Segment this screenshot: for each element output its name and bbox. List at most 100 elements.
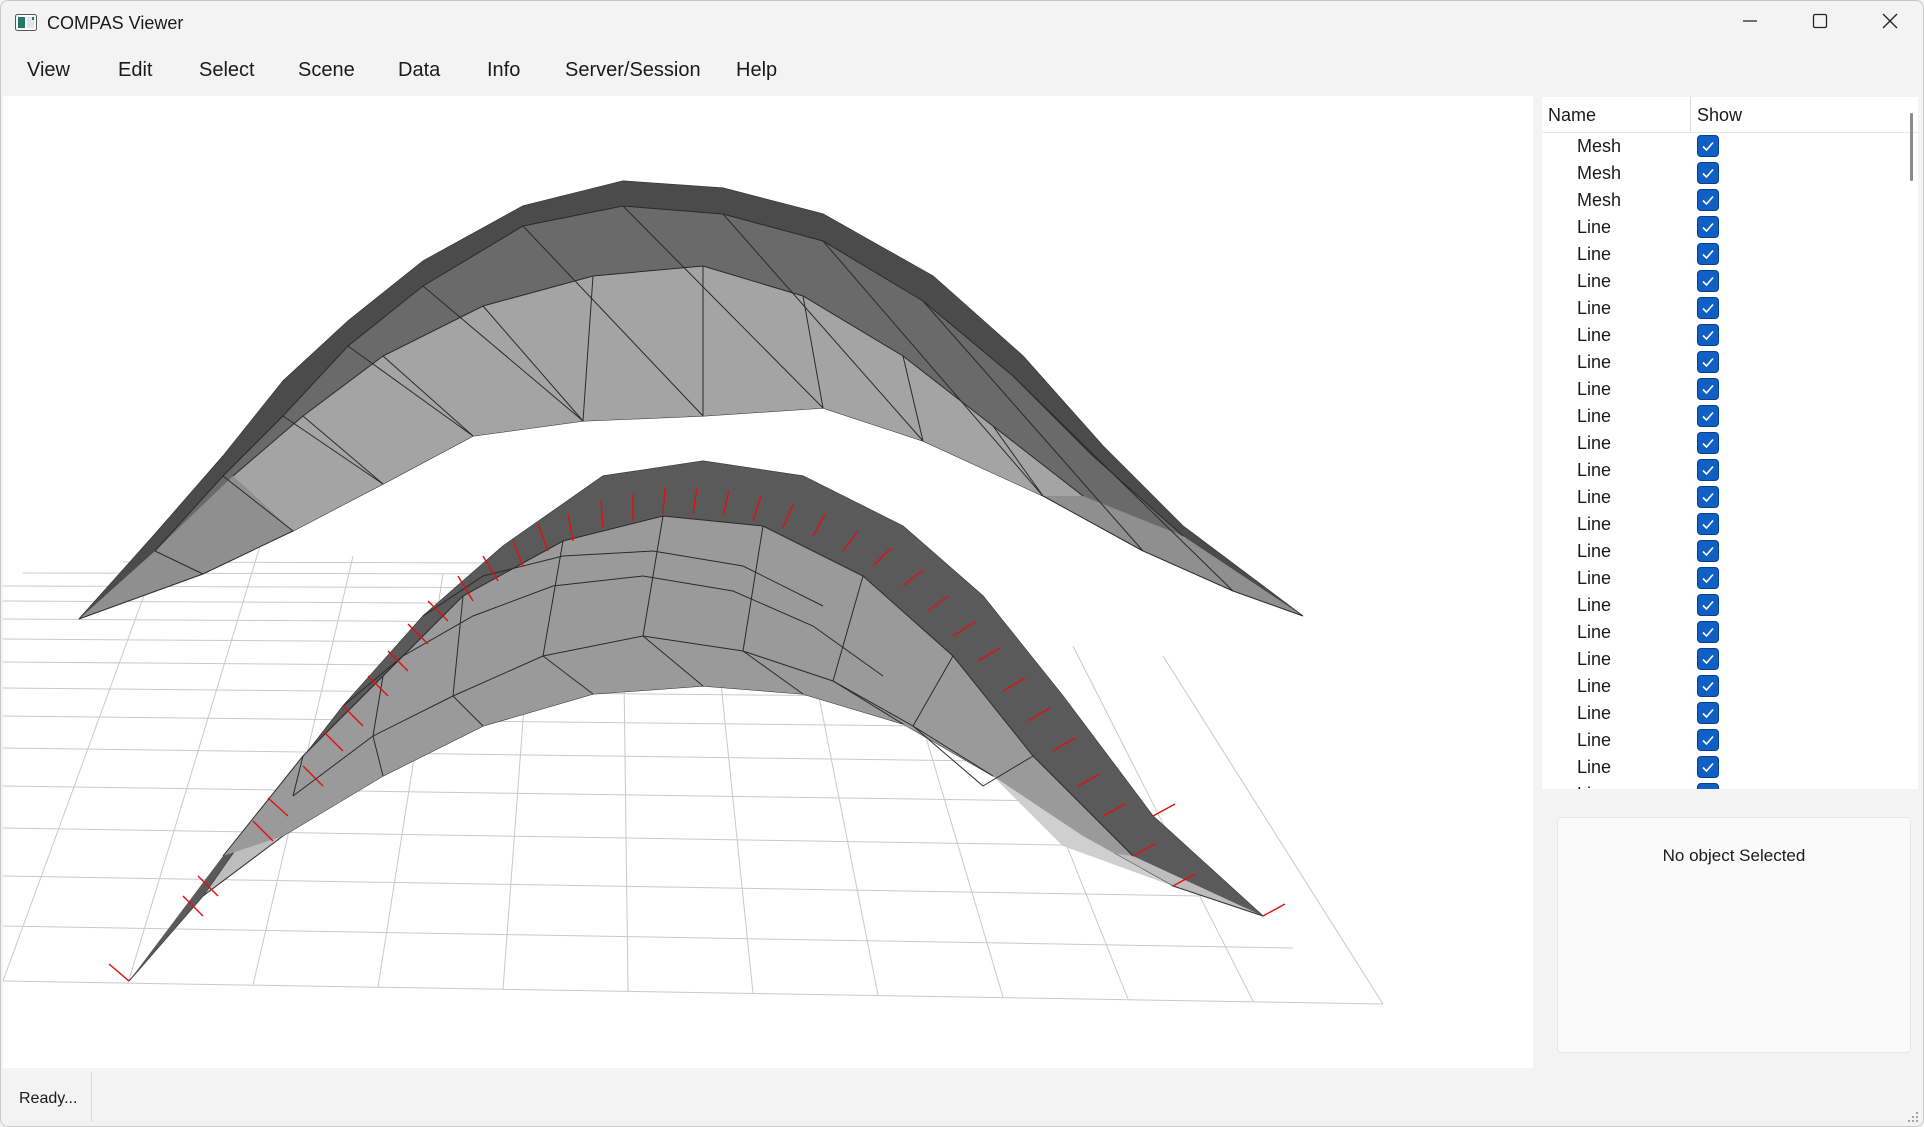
tree-row[interactable]: Line (1542, 214, 1902, 241)
tree-row[interactable]: Line (1542, 457, 1902, 484)
checkmark-icon (1702, 141, 1714, 152)
tree-row-label: Line (1577, 622, 1612, 642)
show-checkbox[interactable] (1697, 324, 1719, 346)
tree-row[interactable]: Line (1542, 727, 1902, 754)
tree-row[interactable]: Line (1542, 484, 1902, 511)
show-checkbox[interactable] (1697, 621, 1719, 643)
menu-server-session[interactable]: Server/Session (565, 59, 701, 81)
tree-row[interactable]: Line (1542, 619, 1902, 646)
tree-row[interactable]: Line (1542, 268, 1902, 295)
mesh-upper[interactable] (78, 180, 1304, 620)
tree-row[interactable]: Mesh (1542, 160, 1902, 187)
maximize-button[interactable] (1785, 1, 1855, 45)
scene-tree-scrollbar[interactable] (1910, 113, 1913, 181)
show-checkbox[interactable] (1697, 270, 1719, 292)
show-checkbox[interactable] (1697, 756, 1719, 778)
menu-data[interactable]: Data (398, 59, 441, 81)
tree-row-label: Line (1577, 298, 1612, 318)
tree-row-label: Line (1577, 757, 1612, 777)
tree-row-label: Line (1577, 649, 1612, 669)
column-header-name[interactable]: Name (1548, 105, 1597, 125)
tree-row[interactable]: Line (1542, 781, 1902, 789)
show-checkbox[interactable] (1697, 351, 1719, 373)
checkmark-icon (1702, 762, 1714, 773)
tree-row[interactable]: Line (1542, 538, 1902, 565)
tree-row[interactable]: Line (1542, 322, 1902, 349)
show-checkbox[interactable] (1697, 432, 1719, 454)
tree-row[interactable]: Line (1542, 403, 1902, 430)
mesh-lower[interactable] (108, 460, 1286, 982)
tree-row[interactable]: Line (1542, 241, 1902, 268)
tree-row-label: Mesh (1577, 136, 1622, 156)
tree-row[interactable]: Line (1542, 592, 1902, 619)
menu-select[interactable]: Select (199, 59, 255, 81)
tree-row[interactable]: Mesh (1542, 133, 1902, 160)
show-checkbox[interactable] (1697, 648, 1719, 670)
checkmark-icon (1702, 195, 1714, 206)
checkmark-icon (1702, 600, 1714, 611)
show-checkbox[interactable] (1697, 702, 1719, 724)
column-separator[interactable] (1690, 97, 1691, 133)
menu-view[interactable]: View (27, 59, 70, 81)
3d-viewport[interactable] (3, 96, 1533, 1068)
checkmark-icon (1702, 546, 1714, 557)
show-checkbox[interactable] (1697, 459, 1719, 481)
checkmark-icon (1702, 222, 1714, 233)
tree-row[interactable]: Line (1542, 565, 1902, 592)
show-checkbox[interactable] (1697, 216, 1719, 238)
tree-row[interactable]: Line (1542, 511, 1902, 538)
tree-row[interactable]: Mesh (1542, 187, 1902, 214)
status-text: Ready... (19, 1090, 78, 1107)
tree-row[interactable]: Line (1542, 349, 1902, 376)
checkmark-icon (1702, 654, 1714, 665)
properties-panel: No object Selected (1557, 817, 1911, 1053)
show-checkbox[interactable] (1697, 486, 1719, 508)
minimize-icon (1742, 13, 1758, 34)
tree-row[interactable]: Line (1542, 430, 1902, 457)
status-bar: Ready... (1, 1070, 1923, 1126)
show-checkbox[interactable] (1697, 540, 1719, 562)
tree-row[interactable]: Line (1542, 673, 1902, 700)
tree-row[interactable]: Line (1542, 376, 1902, 403)
no-selection-message: No object Selected (1662, 846, 1806, 865)
tree-row-label: Line (1577, 271, 1612, 291)
tree-row-label: Line (1577, 514, 1612, 534)
tree-row-label: Line (1577, 352, 1612, 372)
minimize-button[interactable] (1715, 1, 1785, 45)
tree-row-label: Line (1577, 703, 1612, 723)
show-checkbox[interactable] (1697, 567, 1719, 589)
checkmark-icon (1702, 303, 1714, 314)
checkmark-icon (1702, 384, 1714, 395)
resize-grip-icon[interactable] (1907, 1110, 1919, 1122)
show-checkbox[interactable] (1697, 783, 1719, 789)
menu-scene[interactable]: Scene (298, 59, 355, 81)
tree-row[interactable]: Line (1542, 646, 1902, 673)
show-checkbox[interactable] (1697, 297, 1719, 319)
show-checkbox[interactable] (1697, 189, 1719, 211)
close-button[interactable] (1855, 1, 1923, 45)
show-checkbox[interactable] (1697, 162, 1719, 184)
tree-row[interactable]: Line (1542, 700, 1902, 727)
show-checkbox[interactable] (1697, 378, 1719, 400)
tree-row-label: Line (1577, 730, 1612, 750)
show-checkbox[interactable] (1697, 729, 1719, 751)
menu-help[interactable]: Help (736, 59, 778, 81)
menu-info[interactable]: Info (487, 59, 521, 81)
checkmark-icon (1702, 168, 1714, 179)
show-checkbox[interactable] (1697, 135, 1719, 157)
tree-row[interactable]: Line (1542, 754, 1902, 781)
checkmark-icon (1702, 681, 1714, 692)
checkmark-icon (1702, 438, 1714, 449)
show-checkbox[interactable] (1697, 405, 1719, 427)
checkmark-icon (1702, 411, 1714, 422)
show-checkbox[interactable] (1697, 594, 1719, 616)
menu-edit[interactable]: Edit (118, 59, 153, 81)
column-header-show[interactable]: Show (1697, 105, 1743, 125)
tree-row[interactable]: Line (1542, 295, 1902, 322)
show-checkbox[interactable] (1697, 513, 1719, 535)
show-checkbox[interactable] (1697, 243, 1719, 265)
checkmark-icon (1702, 627, 1714, 638)
show-checkbox[interactable] (1697, 675, 1719, 697)
title-bar[interactable]: COMPAS Viewer (1, 1, 1923, 45)
